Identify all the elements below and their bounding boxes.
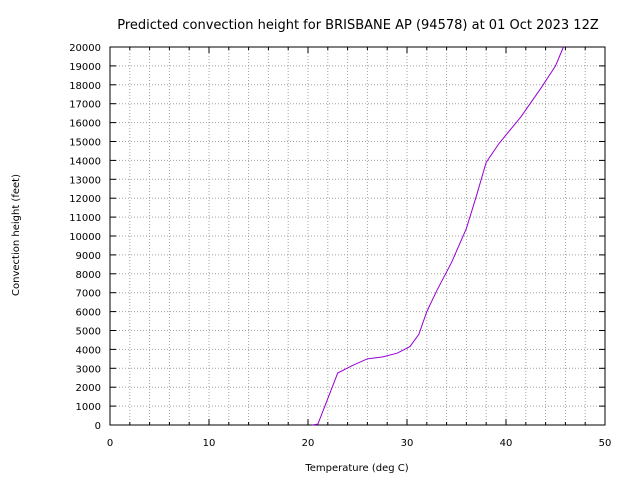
x-tick-label: 30 (401, 438, 414, 449)
grid (110, 47, 605, 425)
y-tick-label: 12000 (69, 194, 101, 205)
axis-ticks (109, 46, 606, 426)
y-tick-label: 13000 (69, 175, 101, 186)
y-tick-label: 16000 (69, 119, 101, 130)
y-tick-label: 7000 (76, 289, 101, 300)
x-tick-label: 0 (107, 438, 113, 449)
series-layer (311, 46, 564, 426)
y-tick-label: 1000 (76, 402, 101, 413)
y-tick-label: 8000 (76, 270, 101, 281)
y-tick-label: 5000 (76, 327, 101, 338)
y-tick-label: 17000 (69, 100, 101, 111)
y-axis-label: Convection height (feet) (11, 174, 22, 296)
chart-title: Predicted convection height for BRISBANE… (117, 18, 599, 33)
y-tick-label: 14000 (69, 156, 101, 167)
y-tick-label: 20000 (69, 43, 101, 54)
x-tick-label: 20 (302, 438, 315, 449)
x-tick-label: 40 (500, 438, 513, 449)
y-tick-label: 18000 (69, 81, 101, 92)
y-tick-label: 2000 (76, 383, 101, 394)
y-tick-label: 3000 (76, 364, 101, 375)
y-tick-label: 6000 (76, 308, 101, 319)
y-tick-labels: 0 1000 2000 3000 4000 5000 6000 7000 8000 9000 100… (69, 43, 101, 432)
y-tick-label: 9000 (76, 251, 101, 262)
x-tick-labels: 0 10 20 30 40 50 (107, 438, 612, 449)
x-tick-label: 50 (599, 438, 612, 449)
y-tick-label: 15000 (69, 138, 101, 149)
y-tick-label: 4000 (76, 345, 101, 356)
y-tick-label: 0 (95, 421, 101, 432)
y-tick-label: 10000 (69, 232, 101, 243)
x-axis-label: Temperature (deg C) (304, 463, 408, 474)
y-tick-label: 11000 (69, 213, 101, 224)
y-tick-label: 19000 (69, 62, 101, 73)
x-tick-label: 10 (203, 438, 216, 449)
series-line (311, 46, 564, 426)
